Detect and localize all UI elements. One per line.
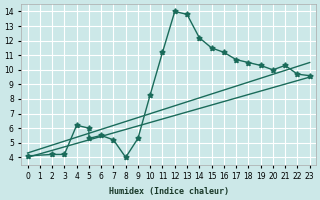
- X-axis label: Humidex (Indice chaleur): Humidex (Indice chaleur): [108, 187, 228, 196]
